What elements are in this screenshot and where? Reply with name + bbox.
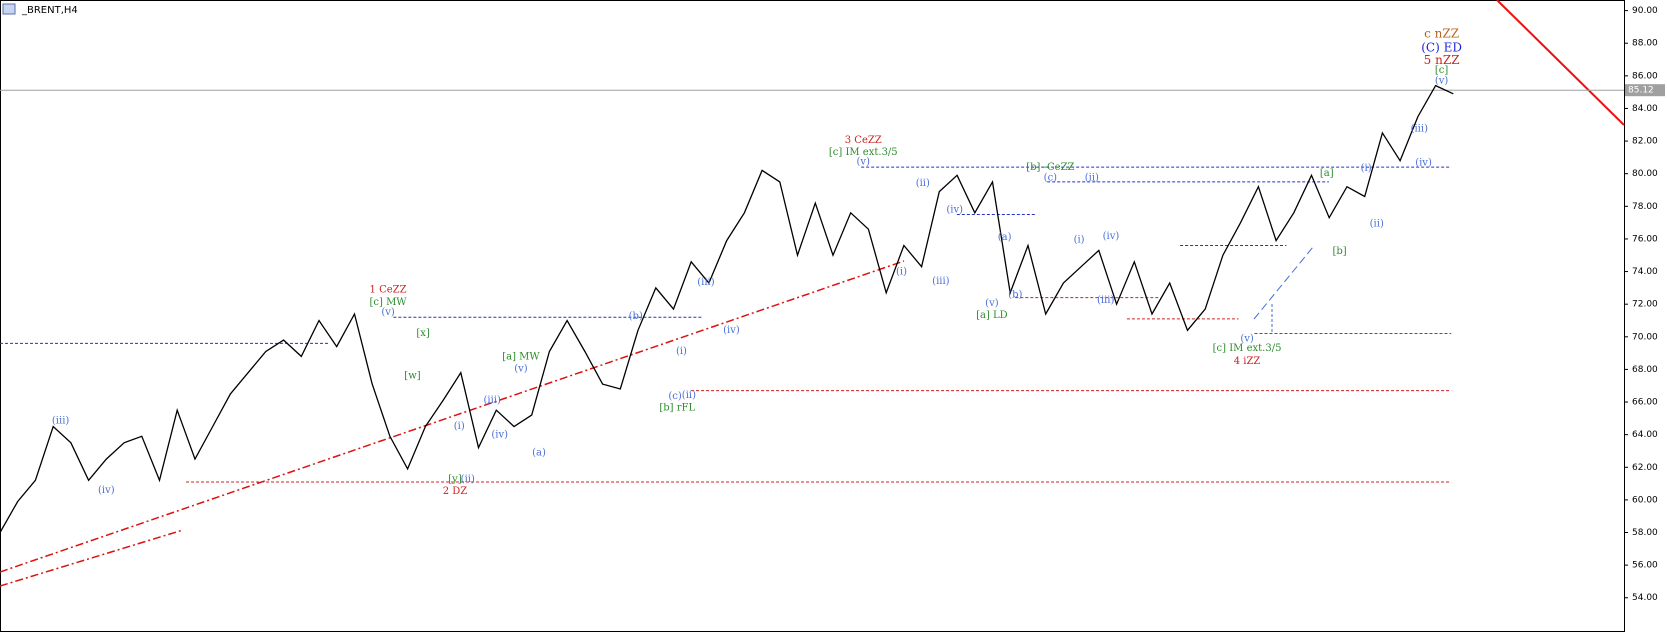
y-tick-label: 54.00 bbox=[1632, 593, 1658, 603]
wave-label: [w] bbox=[404, 371, 420, 382]
wave-label: (i) bbox=[1361, 163, 1372, 174]
wave-label: (iv) bbox=[491, 429, 508, 440]
wave-label: (iii) bbox=[932, 276, 949, 287]
price-line-series bbox=[0, 84, 1454, 533]
wave-label: (v) bbox=[1435, 75, 1449, 86]
wave-label: (v) bbox=[514, 363, 528, 374]
wave-label: (i) bbox=[454, 421, 465, 432]
wave-label: [c] IM ext.3/5 bbox=[829, 147, 898, 158]
y-tick-label: 76.00 bbox=[1632, 234, 1658, 244]
wave-label: [x] bbox=[416, 328, 430, 339]
y-tick-label: 82.00 bbox=[1632, 137, 1658, 147]
wave-label: [b] -CeZZ bbox=[1026, 162, 1074, 173]
y-tick-label: 80.00 bbox=[1632, 169, 1658, 179]
wave-label: (b) bbox=[1008, 290, 1022, 301]
y-tick-label: 78.00 bbox=[1632, 202, 1658, 212]
wave-label: [b] bbox=[1332, 246, 1346, 257]
wave-label: (v) bbox=[1240, 333, 1254, 344]
wave-label: [c] IM ext.3/5 bbox=[1213, 343, 1282, 354]
wave-label: (iv) bbox=[1415, 158, 1432, 169]
wave-label: (iv) bbox=[98, 485, 115, 496]
trend-line bbox=[1253, 246, 1314, 320]
wave-label: (iii) bbox=[52, 415, 69, 426]
wave-label: 5 nZZ bbox=[1424, 53, 1460, 67]
wave-label: (ii) bbox=[1085, 172, 1099, 183]
y-tick-label: 64.00 bbox=[1632, 430, 1658, 440]
wave-label: [y] bbox=[448, 474, 462, 485]
wave-label: (i) bbox=[1074, 234, 1085, 245]
wave-label: (b) bbox=[629, 311, 643, 322]
wave-label: (C) ED bbox=[1421, 40, 1462, 54]
wave-label: (iv) bbox=[1103, 231, 1120, 242]
wave-label: (v) bbox=[985, 298, 999, 309]
y-tick-label: 70.00 bbox=[1632, 332, 1658, 342]
y-tick-label: 86.00 bbox=[1632, 71, 1658, 81]
price-label: 85.12 bbox=[1628, 86, 1654, 96]
wave-label: (ii) bbox=[682, 390, 696, 401]
y-tick-label: 60.00 bbox=[1632, 495, 1658, 505]
wave-label: (ii) bbox=[916, 178, 930, 189]
y-tick-label: 56.00 bbox=[1632, 561, 1658, 571]
wave-label: [a] LD bbox=[976, 310, 1008, 321]
wave-label: 3 CeZZ bbox=[845, 135, 882, 146]
wave-label: (iii) bbox=[1097, 295, 1114, 306]
y-tick-label: 72.00 bbox=[1632, 300, 1658, 310]
plot-frame bbox=[0, 0, 1625, 632]
y-tick-label: 90.00 bbox=[1632, 6, 1658, 16]
wave-label: [a] bbox=[1320, 168, 1334, 179]
wave-label: (a) bbox=[532, 447, 546, 458]
wave-label: 4 iZZ bbox=[1234, 356, 1261, 367]
wave-label: (iii) bbox=[697, 277, 714, 288]
wave-label: (iv) bbox=[723, 325, 740, 336]
y-tick-label: 62.00 bbox=[1632, 463, 1658, 473]
wave-label: 1 CeZZ bbox=[370, 284, 407, 295]
wave-label: (iii) bbox=[1411, 123, 1428, 134]
wave-label: (iv) bbox=[946, 204, 963, 215]
wave-label: 2 DZ bbox=[443, 486, 468, 497]
wave-label: (iii) bbox=[484, 395, 501, 406]
wave-label: (c) bbox=[1044, 172, 1058, 183]
wave-label: (ii) bbox=[461, 474, 475, 485]
wave-label: (i) bbox=[676, 346, 687, 357]
wave-label: [c] bbox=[1435, 65, 1449, 76]
price-tag bbox=[1625, 84, 1665, 97]
y-tick-label: 66.00 bbox=[1632, 398, 1658, 408]
wave-label: c nZZ bbox=[1424, 27, 1459, 41]
wave-label: [c] MW bbox=[369, 297, 407, 308]
wave-label: (c) bbox=[668, 391, 682, 402]
y-tick-label: 58.00 bbox=[1632, 528, 1658, 538]
channel-line bbox=[1496, 0, 1625, 126]
wave-label: [b] rFL bbox=[659, 403, 695, 414]
wave-label: (a) bbox=[998, 232, 1012, 243]
wave-label: (v) bbox=[857, 156, 871, 167]
wave-label: (ii) bbox=[1370, 218, 1384, 229]
y-tick-label: 84.00 bbox=[1632, 104, 1658, 114]
wave-label: (i) bbox=[896, 266, 907, 277]
chart-title: _BRENT,H4 bbox=[21, 5, 78, 16]
y-tick-label: 88.00 bbox=[1632, 39, 1658, 49]
trend-line bbox=[0, 260, 905, 573]
y-tick-label: 68.00 bbox=[1632, 365, 1658, 375]
window-icon bbox=[2, 3, 16, 15]
wave-label: (v) bbox=[381, 307, 395, 318]
wave-label: [a] MW bbox=[502, 352, 540, 363]
y-tick-label: 74.00 bbox=[1632, 267, 1658, 277]
